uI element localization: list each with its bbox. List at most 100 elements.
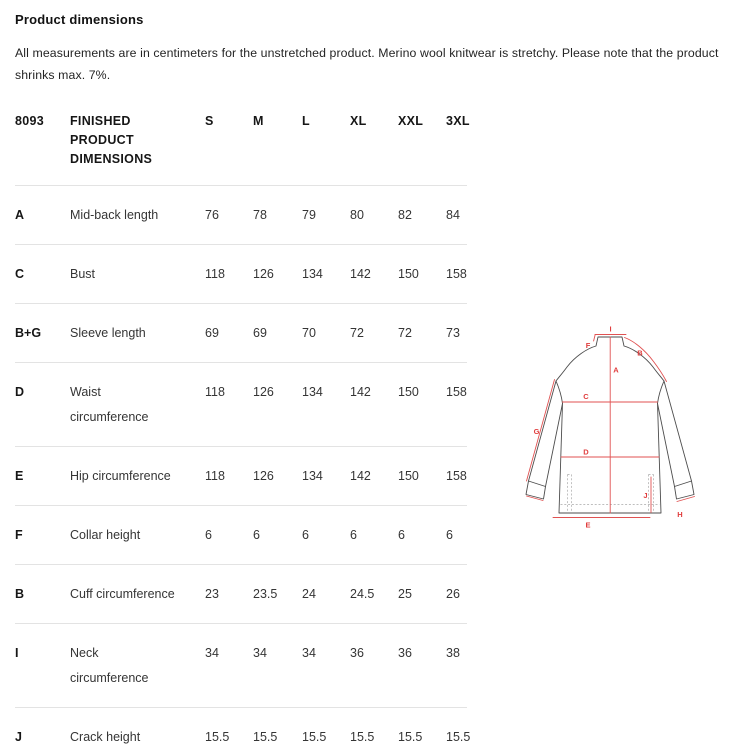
row-value: 142: [350, 469, 371, 483]
table-header-row: 8093 FINISHED PRODUCT DIMENSIONS S M L XL XX…: [15, 106, 470, 186]
dimensions-table: 8093 FINISHED PRODUCT DIMENSIONS S M L XL XX…: [15, 106, 471, 747]
row-value: 158: [446, 385, 467, 399]
row-value: 118: [205, 385, 225, 399]
left-slit-dashed-line: [567, 474, 572, 513]
table-row: E Hip circumference 118 126 134 142 150 158: [15, 447, 467, 506]
size-header-label: 3XL: [446, 114, 470, 128]
row-value: 24.5: [350, 587, 375, 601]
row-value: 158: [446, 267, 467, 281]
row-label: Waist circumference: [70, 385, 149, 424]
size-diagram: I F B A C G D J H E: [525, 324, 695, 531]
row-label: Hip circumference: [70, 469, 171, 483]
row-value: 69: [205, 326, 219, 340]
row-letter: F: [15, 528, 23, 542]
row-label: Mid-back length: [70, 208, 159, 222]
row-value: 70: [302, 326, 316, 340]
right-cuff-seam: [674, 480, 692, 487]
row-label: Collar height: [70, 528, 141, 542]
row-value: 134: [302, 385, 323, 399]
row-value: 150: [398, 385, 419, 399]
row-value: 73: [446, 326, 460, 340]
row-value: 24: [302, 587, 316, 601]
row-value: 34: [253, 646, 267, 660]
table-row: D Waist circumference 118 126 134 142 150 158: [15, 363, 467, 447]
row-value: 72: [398, 326, 412, 340]
row-value: 36: [350, 646, 364, 660]
row-letter: A: [15, 208, 25, 222]
row-value: 15.5: [398, 730, 423, 744]
row-value: 15.5: [205, 730, 230, 744]
right-armhole-seam: [657, 380, 665, 404]
row-value: 6: [302, 528, 309, 542]
diagram-label-d: D: [583, 448, 589, 457]
measure-line-b: [624, 337, 667, 382]
diagram-label-g: G: [534, 427, 540, 436]
diagram-label-f: F: [586, 341, 591, 350]
diagram-label-a: A: [613, 366, 619, 375]
row-letter: B+G: [15, 326, 42, 340]
left-cuff-seam: [528, 480, 546, 487]
row-value: 126: [253, 385, 274, 399]
row-value: 6: [398, 528, 405, 542]
row-value: 79: [302, 208, 316, 222]
product-code: 8093: [15, 114, 45, 128]
row-letter: J: [15, 730, 22, 744]
diagram-label-i: I: [609, 325, 611, 334]
table-row: I Neck circumference 34 34 34 36 36 38: [15, 624, 467, 708]
row-value: 150: [398, 267, 419, 281]
measurement-labels: I F B A C G D J H E: [534, 325, 683, 530]
row-value: 82: [398, 208, 412, 222]
table-row: B+G Sleeve length 69 69 70 72 72 73: [15, 304, 467, 363]
right-slit-dashed-line: [648, 474, 654, 513]
row-value: 6: [253, 528, 260, 542]
measure-line-f: [593, 334, 596, 342]
left-armhole-seam: [555, 380, 563, 404]
row-value: 142: [350, 267, 371, 281]
size-header-label: XXL: [398, 114, 424, 128]
diagram-label-e: E: [585, 521, 590, 530]
diagram-label-b: B: [637, 349, 643, 358]
row-value: 118: [205, 469, 225, 483]
row-value: 6: [446, 528, 453, 542]
row-value: 126: [253, 267, 274, 281]
table-row: B Cuff circumference 23 23.5 24 24.5 25 26: [15, 565, 467, 624]
table-row: J Crack height 15.5 15.5 15.5 15.5 15.5 15.5: [15, 708, 471, 747]
row-letter: B: [15, 587, 25, 601]
row-label: Crack height: [70, 730, 141, 744]
row-value: 15.5: [253, 730, 278, 744]
page-title: Product dimensions: [15, 12, 144, 27]
row-value: 158: [446, 469, 467, 483]
row-value: 134: [302, 469, 323, 483]
row-letter: D: [15, 385, 25, 399]
row-label: Bust: [70, 267, 96, 281]
row-value: 34: [302, 646, 316, 660]
jacket-silhouette: [525, 336, 695, 514]
row-letter: C: [15, 267, 25, 281]
row-label: Neck circumference: [70, 646, 149, 685]
row-value: 34: [205, 646, 219, 660]
row-value: 126: [253, 469, 274, 483]
size-header-label: L: [302, 114, 310, 128]
row-value: 150: [398, 469, 419, 483]
table-row: A Mid-back length 76 78 79 80 82 84: [15, 186, 467, 245]
size-header-label: M: [253, 114, 264, 128]
measurement-lines: [526, 334, 695, 518]
row-value: 38: [446, 646, 460, 660]
row-value: 118: [205, 267, 225, 281]
row-value: 26: [446, 587, 460, 601]
size-header-label: XL: [350, 114, 367, 128]
row-value: 15.5: [302, 730, 327, 744]
product-dimensions-section: Product dimensions All measurements are …: [0, 11, 735, 747]
row-value: 6: [350, 528, 357, 542]
table-body: A Mid-back length 76 78 79 80 82 84 C Bust 118 126 1…: [15, 186, 471, 747]
row-label: Cuff circumference: [70, 587, 175, 601]
diagram-label-j: J: [643, 491, 647, 500]
row-value: 69: [253, 326, 267, 340]
row-label: Sleeve length: [70, 326, 146, 340]
row-letter: I: [15, 646, 19, 660]
row-value: 72: [350, 326, 364, 340]
row-value: 15.5: [446, 730, 471, 744]
measurement-note: All measurements are in centimeters for …: [15, 46, 719, 82]
table-row: C Bust 118 126 134 142 150 158: [15, 245, 467, 304]
row-value: 76: [205, 208, 219, 222]
